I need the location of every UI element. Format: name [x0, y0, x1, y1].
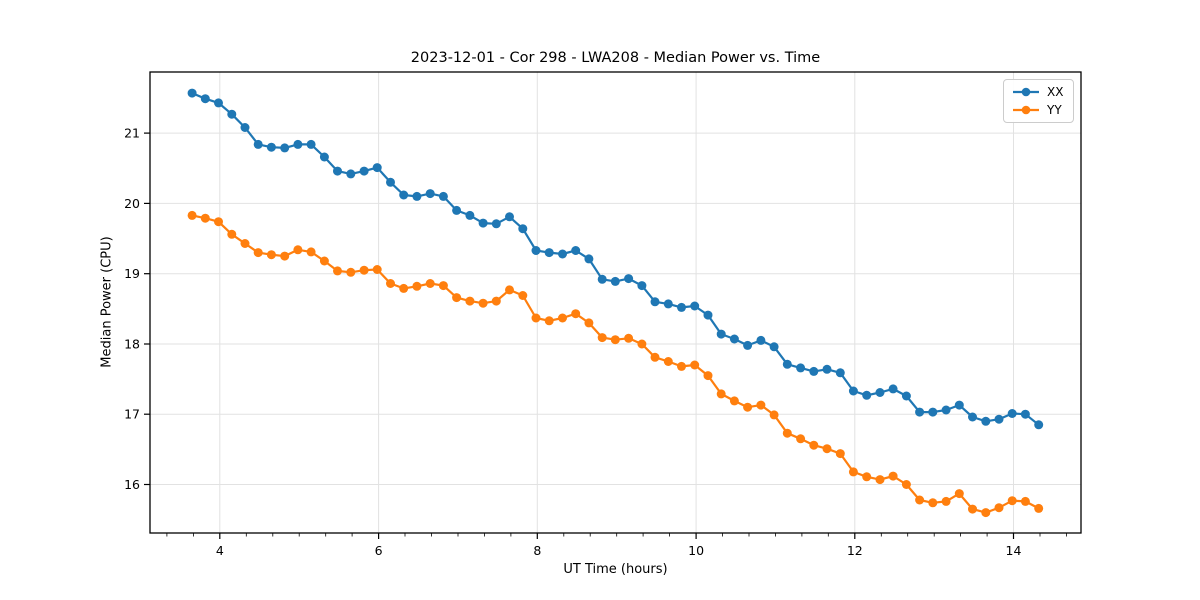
chart-title: 2023-12-01 - Cor 298 - LWA208 - Median P… — [410, 50, 821, 66]
x-axis-label: UT Time (hours) — [563, 562, 668, 577]
legend-item-xx: XX — [1012, 85, 1063, 99]
svg-text:10: 10 — [688, 543, 704, 558]
axis-ticks: 4 6 8 10 12 14 16 17 18 19 20 21 — [124, 126, 1067, 558]
svg-text:17: 17 — [124, 407, 140, 422]
svg-text:20: 20 — [124, 196, 140, 211]
legend-label-xx: XX — [1047, 85, 1064, 99]
svg-text:8: 8 — [533, 543, 541, 558]
svg-text:16: 16 — [124, 477, 140, 492]
series-yy-line — [187, 210, 1044, 518]
plot-frame — [149, 71, 1082, 534]
grid — [150, 72, 1081, 533]
series-xx-line — [187, 88, 1044, 430]
legend-marker-xx — [1013, 87, 1039, 97]
legend-marker-yy — [1013, 105, 1039, 115]
series-group — [187, 88, 1044, 518]
svg-text:19: 19 — [124, 266, 140, 281]
svg-text:21: 21 — [124, 126, 140, 141]
y-axis-label: Median Power (CPU) — [99, 236, 115, 368]
svg-text:12: 12 — [847, 543, 863, 558]
svg-text:4: 4 — [216, 543, 224, 558]
legend: XX YY — [1003, 79, 1075, 123]
svg-text:14: 14 — [1006, 543, 1022, 558]
legend-item-yy: YY — [1012, 103, 1063, 117]
legend-label-yy: YY — [1047, 103, 1062, 117]
svg-text:18: 18 — [124, 337, 140, 352]
svg-text:6: 6 — [375, 543, 383, 558]
